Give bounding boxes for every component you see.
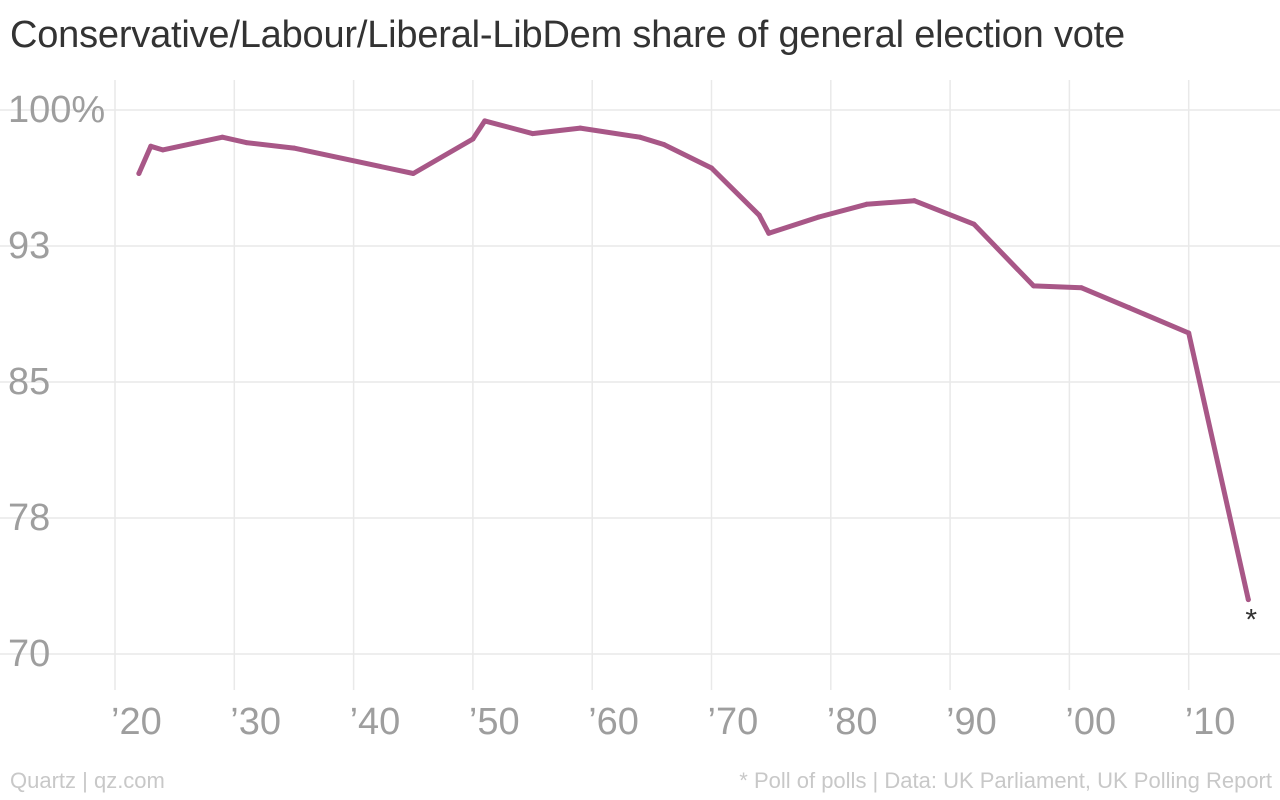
x-tick-label: ’00 (1065, 701, 1116, 743)
data-point (243, 140, 249, 146)
y-tick-label: 93 (8, 225, 50, 267)
footer-source-credit: Quartz | qz.com (10, 768, 165, 793)
footer-data-note: * Poll of polls | Data: UK Parliament, U… (739, 768, 1272, 793)
data-point (148, 143, 154, 149)
data-point (470, 136, 476, 142)
data-point (410, 170, 416, 176)
x-tick-label: ’30 (230, 701, 281, 743)
data-point (160, 147, 166, 153)
x-tick-label: ’10 (1185, 701, 1236, 743)
data-point (1031, 283, 1037, 289)
y-tick-label: 100% (8, 89, 105, 131)
data-point (709, 165, 714, 171)
chart-title: Conservative/Labour/Liberal-LibDem share… (10, 14, 1125, 56)
data-point (1078, 285, 1084, 291)
data-point (816, 214, 822, 220)
data-point (482, 118, 488, 124)
x-tick-label: ’50 (469, 701, 520, 743)
data-point (766, 230, 772, 236)
data-point (661, 141, 667, 147)
data-point (971, 221, 977, 227)
data-point (577, 125, 583, 131)
x-tick-label: ’40 (350, 701, 401, 743)
series-line (136, 118, 1251, 603)
x-tick-label: ’90 (946, 701, 997, 743)
data-point (1245, 597, 1251, 603)
data-point (1126, 305, 1132, 311)
data-point (530, 131, 536, 137)
data-point (291, 145, 297, 151)
x-tick-label: ’70 (708, 701, 759, 743)
data-point (136, 170, 142, 176)
x-tick-label: ’60 (588, 701, 639, 743)
annotation-layer: * (1245, 604, 1257, 637)
y-tick-label: 78 (8, 497, 50, 539)
axis-tick-labels: 100% 93 85 78 70 ’20 ’30 ’40 ’50 ’60 ’70 ’80 ’90 ’00 ’… (8, 89, 1235, 743)
data-point (219, 134, 225, 140)
data-point (637, 134, 643, 140)
annotation-asterisk: * (1245, 604, 1257, 637)
data-point (864, 201, 870, 207)
x-tick-label: ’80 (827, 701, 878, 743)
data-point (756, 212, 762, 218)
grid-lines (0, 80, 1280, 690)
x-tick-label: ’20 (111, 701, 162, 743)
series-layer (136, 118, 1251, 603)
data-point (1186, 330, 1192, 336)
y-tick-label: 85 (8, 361, 50, 403)
data-point (911, 198, 917, 204)
y-tick-label: 70 (8, 633, 50, 675)
